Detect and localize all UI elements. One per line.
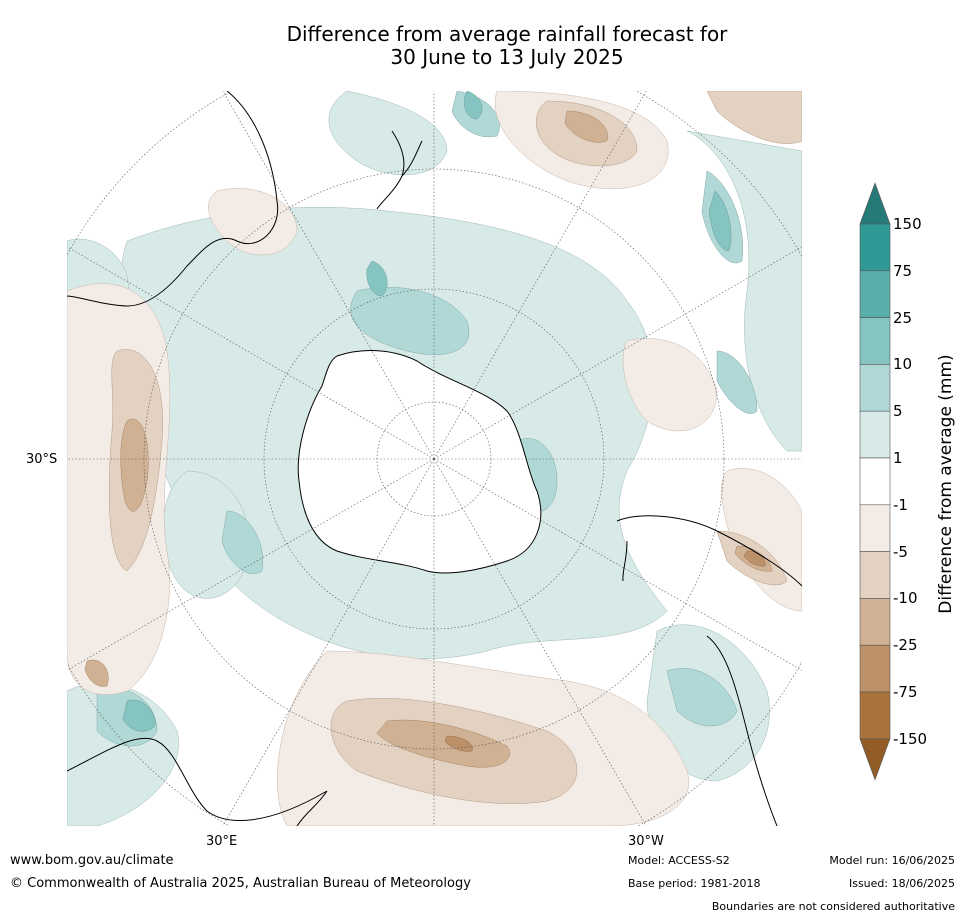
australia-coast	[67, 91, 279, 307]
colorbar-swatch-25-75	[859, 270, 891, 318]
colorbar-swatch-m5-m1	[859, 504, 891, 552]
colorbar-swatch-m10-m5	[859, 551, 891, 599]
colorbar-tick-label: -5	[893, 542, 908, 561]
colorbar-tick-label: -1	[893, 495, 908, 514]
rainfall-difference-map	[67, 91, 802, 826]
footer-base-period: Base period: 1981-2018	[628, 877, 761, 890]
colorbar-tick-label: 150	[893, 215, 922, 233]
colorbar-tick-label: 5	[893, 402, 903, 421]
colorbar-swatch-1-5	[859, 410, 891, 459]
colorbar-extend-top	[859, 182, 891, 225]
south-america-east-coast	[706, 635, 778, 826]
footer-boundaries-note: Boundaries are not considered authoritat…	[711, 900, 955, 913]
footer-issued: Issued: 18/06/2025	[848, 877, 955, 890]
longitude-label-30e: 30°E	[206, 834, 238, 849]
graticule	[67, 91, 802, 826]
colorbar-tick-label: 25	[893, 308, 913, 327]
footer-model: Model: ACCESS-S2	[628, 854, 730, 867]
colorbar-swatch-neutral	[859, 457, 891, 506]
map-title-line-1: Difference from average rainfall forecas…	[286, 22, 728, 46]
coastlines	[67, 91, 802, 826]
new-zealand-coast	[376, 130, 423, 210]
colorbar-swatch-10-25	[859, 317, 891, 365]
colorbar-extend-bottom	[859, 738, 891, 781]
map-title-line-2: 30 June to 13 July 2025	[390, 45, 624, 69]
africa-coast	[67, 737, 328, 826]
footer-copyright: © Commonwealth of Australia 2025, Austra…	[10, 876, 471, 891]
colorbar-tick-label: -75	[893, 683, 918, 701]
colorbar-tick-label: -25	[893, 636, 918, 655]
south-america-coast	[616, 515, 802, 587]
wet-region-10-25mm	[122, 91, 732, 732]
colorbar-swatch-m75-m25	[859, 644, 891, 693]
colorbar-swatches	[859, 182, 891, 781]
colorbar-title: Difference from average (mm)	[936, 354, 956, 614]
footer-url: www.bom.gov.au/climate	[10, 853, 174, 868]
colorbar-swatch-m150-m75	[859, 691, 891, 740]
colorbar-swatch-75-150	[859, 223, 891, 272]
colorbar-legend	[859, 182, 891, 781]
colorbar-tick-label: 10	[893, 355, 913, 374]
colorbar-tick-label: -150	[893, 729, 928, 748]
longitude-label-30w: 30°W	[628, 834, 664, 849]
colorbar-swatch-m25-m10	[859, 598, 891, 646]
colorbar-tick-label: 1	[893, 449, 903, 467]
antarctica-continent	[297, 350, 542, 574]
colorbar-tick-label: 75	[893, 261, 913, 280]
colorbar-tick-label: -10	[893, 589, 918, 608]
colorbar-swatch-5-10	[859, 364, 891, 412]
latitude-label-30s: 30°S	[26, 452, 58, 467]
footer-model-run: Model run: 16/06/2025	[829, 854, 955, 867]
